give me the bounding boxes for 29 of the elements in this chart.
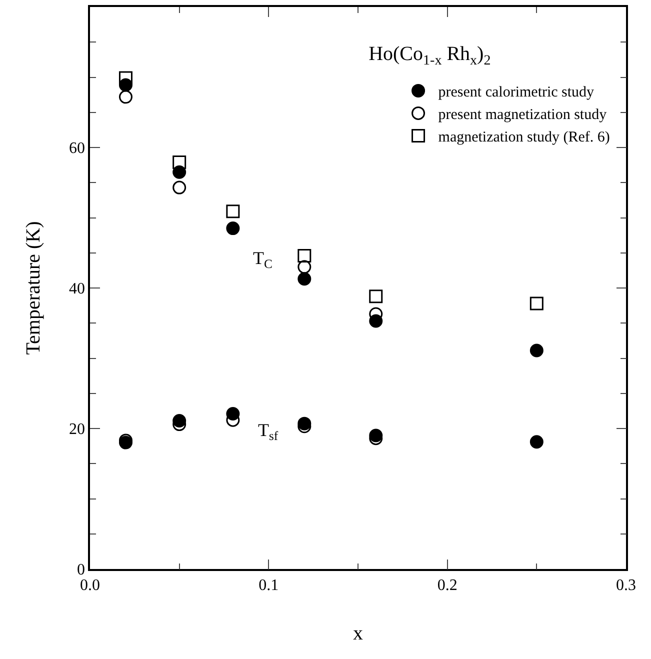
- point: [172, 180, 186, 194]
- x-axis-title: x: [353, 622, 363, 644]
- point: [118, 71, 132, 85]
- point: [298, 260, 312, 274]
- y-axis-title: Temperature (K): [22, 221, 44, 355]
- x-tick-label: 0.1: [258, 576, 279, 594]
- point: [172, 156, 186, 169]
- y-tick-label: 0: [77, 562, 86, 579]
- point: [226, 222, 240, 236]
- x-tick-label: 0.0: [80, 576, 100, 594]
- annotation: T$_{sf}$: [258, 420, 279, 443]
- point: [530, 344, 544, 358]
- annotation: T$_{C}$: [253, 248, 272, 271]
- point: [298, 248, 312, 262]
- x-tick-label: 0.2: [437, 576, 458, 594]
- point: [226, 204, 240, 218]
- point: [118, 90, 132, 104]
- y-tick-label: 20: [69, 421, 86, 438]
- x-tick-label: 0.3: [616, 576, 636, 594]
- y-tick-label: 40: [69, 280, 86, 298]
- point: [298, 272, 312, 286]
- legend-label: magnetization study (Ref. 6): [438, 130, 610, 146]
- y-tick-label: 60: [69, 140, 86, 158]
- point: [530, 435, 544, 449]
- legend-label: present magnetization study: [438, 107, 608, 124]
- point: [369, 290, 383, 304]
- text: Ho(Co$_{1-x}$ Rh$_{x}$)$_{2}$: [368, 43, 491, 68]
- point: [530, 296, 544, 310]
- legend-label: present calorimetric study: [438, 84, 595, 101]
